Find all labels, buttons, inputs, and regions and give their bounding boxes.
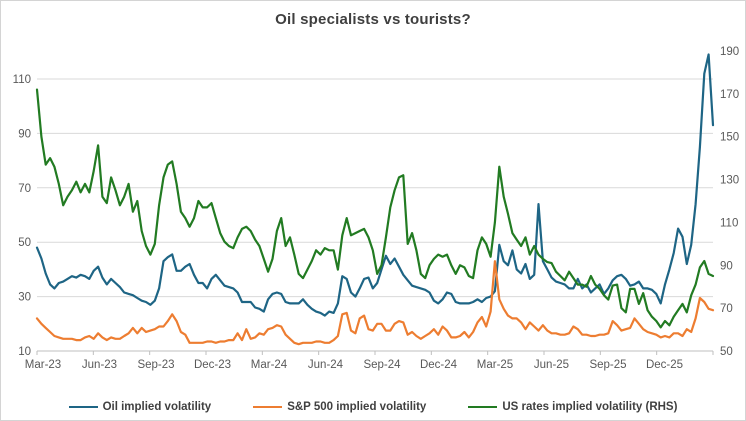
svg-text:Dec-24: Dec-24 bbox=[420, 359, 458, 371]
svg-text:70: 70 bbox=[720, 303, 733, 315]
svg-text:Dec-23: Dec-23 bbox=[194, 359, 231, 371]
legend-line-swatch-rates bbox=[468, 406, 498, 408]
legend-item-sp500: S&P 500 implied volatility bbox=[253, 401, 426, 413]
svg-text:150: 150 bbox=[720, 132, 739, 144]
svg-text:70: 70 bbox=[18, 183, 31, 195]
legend-label-rates: US rates implied volatility (RHS) bbox=[502, 401, 678, 413]
svg-text:110: 110 bbox=[720, 217, 738, 229]
svg-text:Mar-25: Mar-25 bbox=[477, 359, 513, 371]
svg-text:30: 30 bbox=[18, 292, 31, 304]
chart-legend: Oil implied volatility S&P 500 implied v… bbox=[1, 401, 745, 413]
svg-text:Jun-23: Jun-23 bbox=[82, 359, 117, 371]
svg-text:Sep-24: Sep-24 bbox=[363, 359, 401, 371]
svg-text:10: 10 bbox=[18, 346, 31, 358]
legend-label-oil: Oil implied volatility bbox=[102, 401, 212, 413]
svg-text:110: 110 bbox=[13, 74, 31, 86]
svg-text:Dec-25: Dec-25 bbox=[646, 359, 683, 371]
svg-text:Mar-23: Mar-23 bbox=[25, 359, 61, 371]
svg-text:90: 90 bbox=[18, 128, 31, 140]
svg-text:Mar-24: Mar-24 bbox=[251, 359, 288, 371]
svg-text:90: 90 bbox=[720, 260, 733, 272]
chart-title: Oil specialists vs tourists? bbox=[275, 11, 471, 28]
svg-text:50: 50 bbox=[18, 237, 31, 249]
svg-text:130: 130 bbox=[720, 175, 739, 187]
svg-text:Sep-25: Sep-25 bbox=[589, 359, 626, 371]
legend-item-oil: Oil implied volatility bbox=[68, 401, 212, 413]
legend-label-sp500: S&P 500 implied volatility bbox=[287, 401, 427, 413]
legend-line-swatch-sp500 bbox=[253, 406, 283, 408]
svg-text:Jun-25: Jun-25 bbox=[534, 359, 569, 371]
legend-item-rates: US rates implied volatility (RHS) bbox=[468, 401, 677, 413]
svg-text:Sep-23: Sep-23 bbox=[137, 359, 174, 371]
legend-line-swatch-oil bbox=[68, 406, 98, 408]
svg-text:170: 170 bbox=[720, 89, 739, 101]
svg-text:Jun-24: Jun-24 bbox=[308, 359, 344, 371]
svg-text:190: 190 bbox=[720, 46, 739, 58]
svg-text:50: 50 bbox=[720, 346, 733, 358]
